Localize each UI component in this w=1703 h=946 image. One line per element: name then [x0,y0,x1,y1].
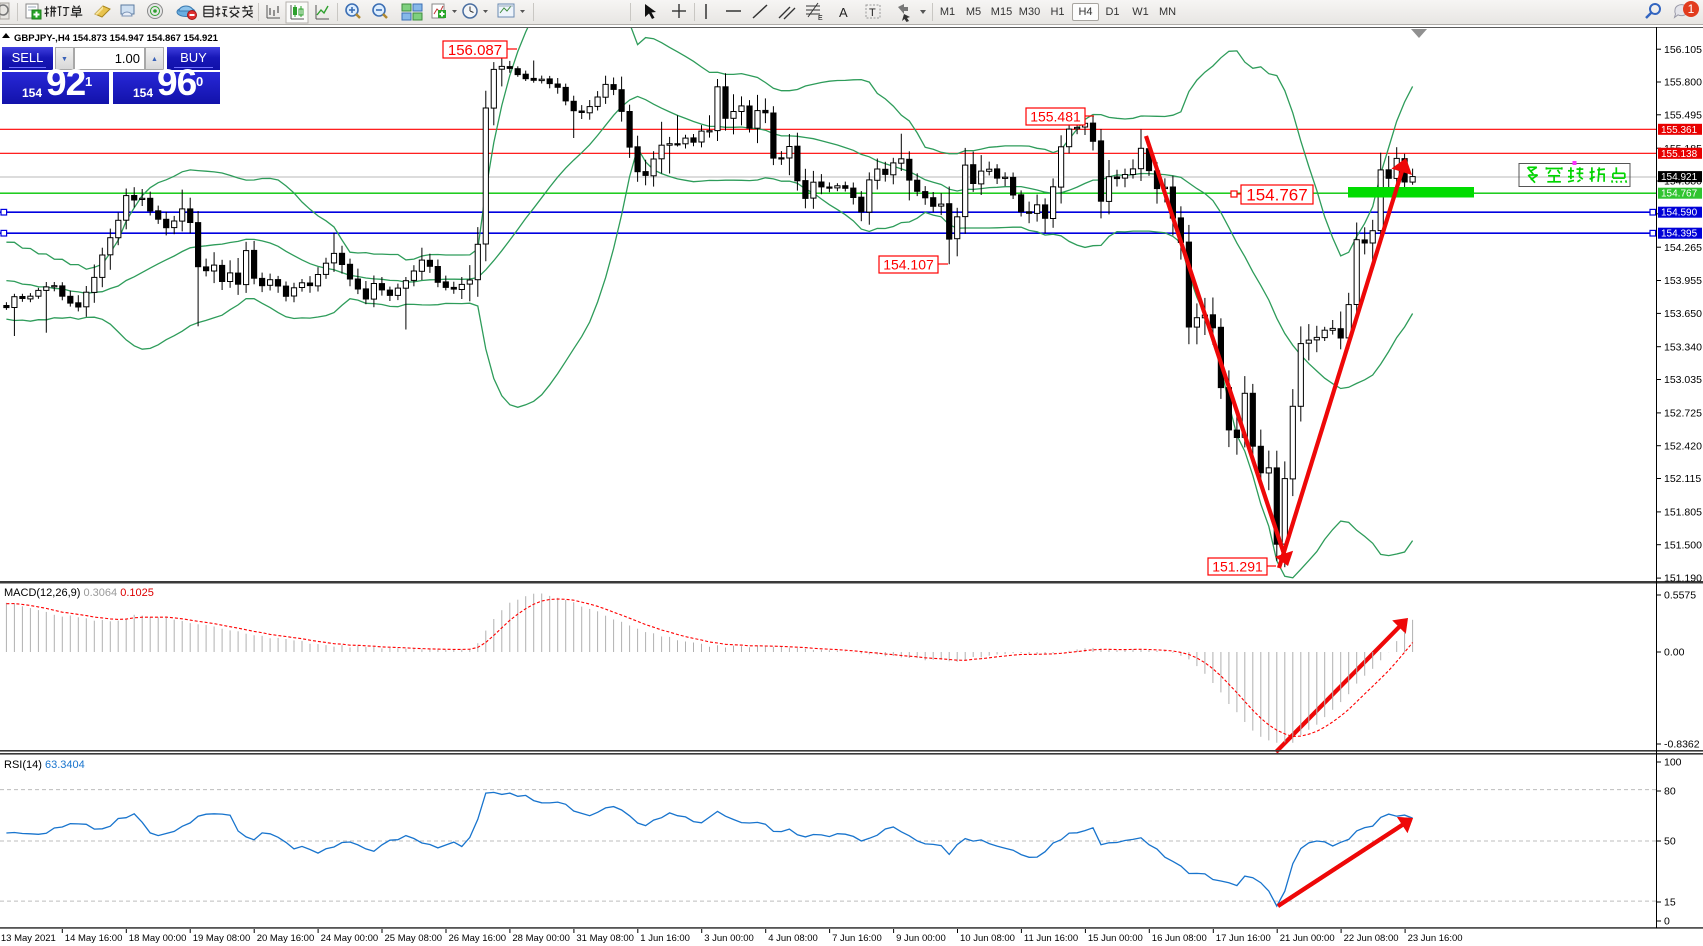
svg-text:T: T [869,7,876,19]
svg-text:MACD(12,26,9) 0.3064 0.1025: MACD(12,26,9) 0.3064 0.1025 [4,587,154,599]
svg-text:154.395: 154.395 [1661,229,1698,240]
svg-text:E: E [818,15,823,22]
svg-text:151.500: 151.500 [1664,539,1702,551]
svg-text:155.800: 155.800 [1664,77,1702,89]
svg-text:15 Jun 00:00: 15 Jun 00:00 [1088,933,1143,944]
svg-text:20 May 16:00: 20 May 16:00 [257,933,315,944]
svg-text:153.650: 153.650 [1664,308,1702,320]
svg-text:16 Jun 08:00: 16 Jun 08:00 [1152,933,1207,944]
svg-text:153.955: 153.955 [1664,275,1702,287]
svg-text:13 May 2021: 13 May 2021 [1,933,56,944]
svg-text:154.921: 154.921 [1661,172,1698,183]
svg-text:156.087: 156.087 [448,42,502,59]
svg-text:24 May 00:00: 24 May 00:00 [321,933,379,944]
svg-text:3 Jun 00:00: 3 Jun 00:00 [704,933,754,944]
svg-text:152.115: 152.115 [1664,473,1701,485]
svg-text:154.767: 154.767 [1246,186,1307,205]
svg-text:28 May 00:00: 28 May 00:00 [512,933,570,944]
svg-text:17 Jun 16:00: 17 Jun 16:00 [1216,933,1271,944]
svg-text:0.5575: 0.5575 [1664,590,1696,602]
svg-text:18 May 00:00: 18 May 00:00 [129,933,187,944]
svg-text:25 May 08:00: 25 May 08:00 [385,933,443,944]
svg-text:155.138: 155.138 [1661,149,1698,160]
svg-text:A: A [839,5,848,20]
svg-text:-0.8362: -0.8362 [1664,739,1700,751]
svg-text:50: 50 [1664,836,1676,848]
svg-text:100: 100 [1664,757,1682,769]
svg-text:80: 80 [1664,786,1676,798]
svg-text:152.725: 152.725 [1664,408,1702,420]
svg-text:26 May 16:00: 26 May 16:00 [449,933,507,944]
svg-text:153.340: 153.340 [1664,341,1702,353]
svg-text:0: 0 [1664,916,1670,928]
svg-text:155.361: 155.361 [1661,125,1698,136]
svg-text:9 Jun 00:00: 9 Jun 00:00 [896,933,946,944]
svg-text:154.590: 154.590 [1661,208,1698,219]
svg-text:19 May 08:00: 19 May 08:00 [193,933,251,944]
svg-text:151.190: 151.190 [1664,573,1702,585]
svg-text:14 May 16:00: 14 May 16:00 [65,933,123,944]
svg-text:155.481: 155.481 [1030,109,1081,125]
svg-text:7 Jun 16:00: 7 Jun 16:00 [832,933,882,944]
svg-text:10 Jun 08:00: 10 Jun 08:00 [960,933,1015,944]
svg-text:154.265: 154.265 [1664,242,1702,254]
svg-text:153.035: 153.035 [1664,374,1702,386]
svg-text:15: 15 [1664,897,1676,909]
svg-text:151.805: 151.805 [1664,507,1702,519]
svg-text:1: 1 [1688,2,1695,16]
svg-text:1 Jun 16:00: 1 Jun 16:00 [640,933,690,944]
svg-text:21 Jun 00:00: 21 Jun 00:00 [1280,933,1335,944]
svg-text:4 Jun 08:00: 4 Jun 08:00 [768,933,818,944]
svg-text:154.107: 154.107 [883,257,934,273]
svg-text:155.495: 155.495 [1664,109,1702,121]
svg-text:31 May 08:00: 31 May 08:00 [576,933,634,944]
svg-text:0.00: 0.00 [1664,647,1685,659]
svg-text:22 Jun 08:00: 22 Jun 08:00 [1344,933,1399,944]
svg-text:RSI(14) 63.3404: RSI(14) 63.3404 [4,759,85,771]
svg-text:GBPJPY-,H4 154.873 154.947 15: GBPJPY-,H4 154.873 154.947 154.867 154.9… [14,33,219,44]
svg-text:154.767: 154.767 [1661,189,1698,200]
svg-text:23 Jun 16:00: 23 Jun 16:00 [1408,933,1463,944]
svg-text:11 Jun 16:00: 11 Jun 16:00 [1024,933,1078,944]
svg-text:152.420: 152.420 [1664,440,1702,452]
svg-text:151.291: 151.291 [1212,559,1263,575]
svg-text:156.105: 156.105 [1664,44,1702,56]
